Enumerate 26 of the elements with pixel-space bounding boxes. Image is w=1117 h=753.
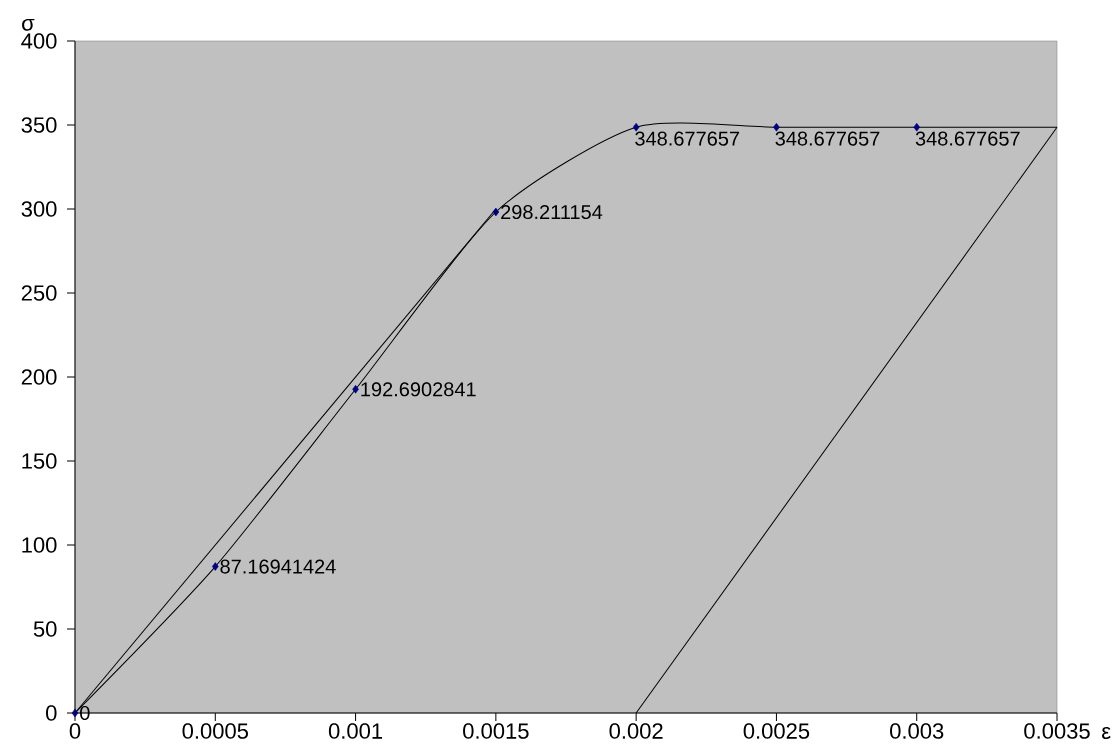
x-tick-label: 0.0015 [463, 723, 529, 739]
y-axis-title: σ [22, 18, 35, 31]
x-axis-title: ε [1102, 726, 1111, 740]
y-tick-label: 350 [21, 117, 57, 133]
x-tick-label: 0 [69, 723, 81, 739]
y-tick-label: 100 [22, 537, 57, 553]
y-tick-label: 200 [21, 369, 57, 385]
y-tick-label: 400 [21, 33, 57, 49]
data-label: 348.677657 [775, 131, 880, 146]
x-tick-label: 0.0005 [182, 723, 248, 739]
data-label: 0 [80, 705, 90, 721]
data-label: 348.677657 [635, 131, 740, 146]
y-tick-label: 250 [21, 285, 57, 301]
y-tick-label: 0 [46, 705, 57, 721]
data-label: 348.677657 [915, 131, 1020, 146]
y-tick-label: 150 [22, 453, 57, 469]
x-tick-label: 0.0035 [1024, 723, 1090, 739]
y-tick-label: 50 [33, 621, 57, 637]
y-tick-label: 300 [21, 201, 57, 217]
x-tick-label: 0.0025 [743, 723, 810, 739]
x-tick-label: 0.002 [609, 723, 663, 739]
data-label: 87.16941424 [220, 559, 336, 574]
x-tick-label: 0.003 [890, 723, 944, 739]
data-label: 192.6902841 [361, 382, 476, 397]
data-label: 298.211154 [501, 204, 603, 220]
x-tick-label: 0.001 [328, 723, 383, 739]
